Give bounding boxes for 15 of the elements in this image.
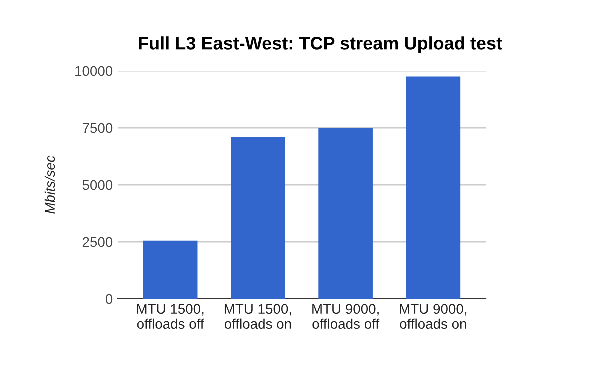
x-tick-label: MTU 1500, offloads on xyxy=(224,304,292,330)
y-axis-title: Mbits/sec xyxy=(44,156,56,214)
bar xyxy=(318,128,373,299)
y-tick-label: 5000 xyxy=(82,180,113,190)
x-tick-label: MTU 9000, offloads on xyxy=(400,304,467,330)
bar xyxy=(231,137,286,299)
x-tick-label: MTU 9000, offloads off xyxy=(312,304,380,330)
chart-title: Full L3 East-West: TCP stream Upload test xyxy=(139,36,502,54)
bar xyxy=(143,240,198,299)
bar xyxy=(406,76,461,299)
x-tick-label: MTU 1500, offloads off xyxy=(137,304,204,330)
y-tick-label: 7500 xyxy=(82,123,113,134)
y-tick-label: 2500 xyxy=(82,237,113,248)
y-tick-label: 0 xyxy=(106,294,113,304)
y-tick-label: 10000 xyxy=(76,66,113,76)
